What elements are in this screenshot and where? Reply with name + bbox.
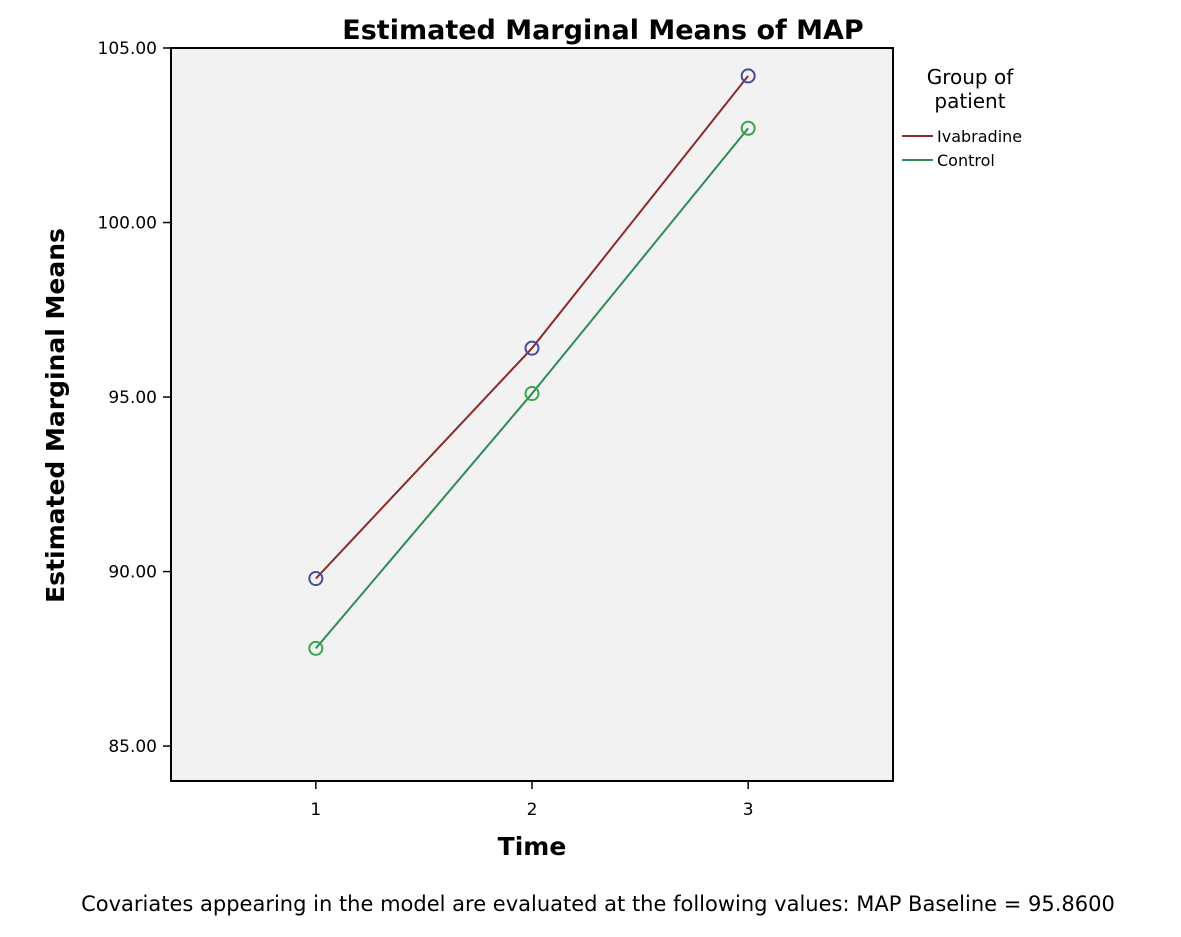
plot-area — [170, 47, 894, 782]
y-tick-label: 105.00 — [98, 39, 157, 59]
data-point-ivabradine — [308, 571, 324, 587]
legend-title: Group of patient — [927, 65, 1014, 113]
chart-footnote: Covariates appearing in the model are ev… — [81, 892, 1115, 916]
series-line-control — [315, 127, 749, 650]
x-tick-label: 1 — [310, 800, 321, 820]
y-tick-label: 100.00 — [98, 214, 157, 234]
data-point-ivabradine — [740, 68, 756, 84]
x-tick-label: 3 — [743, 800, 754, 820]
data-point-control — [740, 120, 756, 136]
data-point-ivabradine — [524, 340, 540, 356]
chart-title: Estimated Marginal Means of MAP — [342, 15, 863, 46]
y-axis-title: Estimated Marginal Means — [41, 228, 70, 603]
legend-label: Ivabradine — [937, 127, 1022, 146]
legend-label: Control — [937, 151, 995, 170]
y-tick-label: 95.00 — [108, 388, 157, 408]
series-line-ivabradine — [315, 75, 749, 580]
y-tick-label: 85.00 — [108, 737, 157, 757]
data-point-control — [524, 386, 540, 402]
x-tick-label: 2 — [527, 800, 538, 820]
data-point-control — [308, 640, 324, 656]
x-axis-title: Time — [498, 832, 567, 861]
y-tick-label: 90.00 — [108, 563, 157, 583]
